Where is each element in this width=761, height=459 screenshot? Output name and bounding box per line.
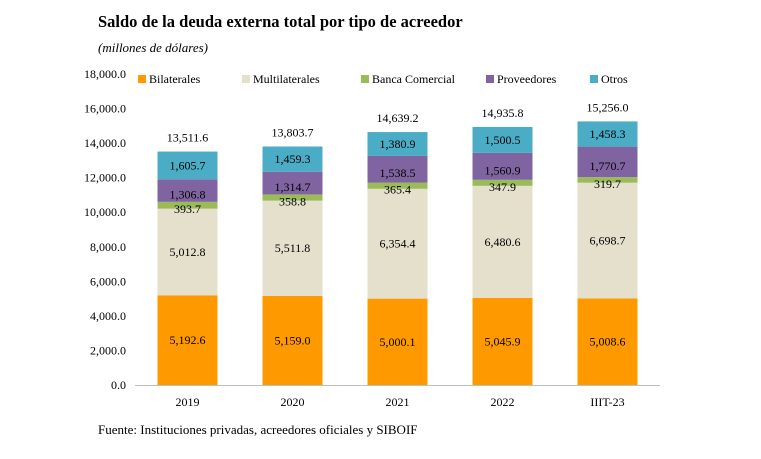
chart-subtitle: (millones de dólares): [98, 40, 208, 55]
data-label: 5,012.8: [170, 245, 206, 259]
y-tick-label: 2,000.0: [90, 343, 126, 357]
legend-label: Proveedores: [497, 72, 557, 86]
data-label: 6,354.4: [380, 237, 416, 251]
y-tick-label: 16,000.0: [84, 102, 126, 116]
y-tick-label: 10,000.0: [84, 205, 126, 219]
data-label: 5,159.0: [275, 333, 311, 347]
data-label: 6,698.7: [590, 234, 626, 248]
bar-segment: [367, 155, 428, 183]
y-tick-label: 8,000.0: [90, 240, 126, 254]
data-label: 1,380.9: [380, 137, 416, 151]
bar-segment: [472, 185, 533, 298]
bar-segment: [262, 194, 323, 201]
bar-segment: [367, 132, 428, 156]
x-tick-label: IIIT-23: [590, 395, 624, 409]
bar-segment: [577, 121, 638, 147]
data-label: 1,458.3: [590, 127, 626, 141]
bar-segment: [262, 146, 323, 172]
legend-label: Multilaterales: [253, 72, 320, 86]
data-label: 5,000.1: [380, 335, 416, 349]
bar-segment: [367, 188, 428, 299]
bar-segment: [157, 201, 218, 209]
y-tick-label: 14,000.0: [84, 136, 126, 150]
bar-segment: [577, 146, 638, 178]
bar-segment: [472, 179, 533, 186]
data-label: 1,314.7: [275, 180, 311, 194]
source-note: Fuente: Instituciones privadas, acreedor…: [98, 422, 418, 437]
data-label: 365.4: [384, 183, 411, 197]
legend-label: Otros: [601, 72, 628, 86]
bar-segment: [472, 152, 533, 180]
x-tick-label: 2020: [281, 395, 305, 409]
total-label: 14,639.2: [377, 111, 419, 125]
x-tick-label: 2022: [491, 395, 515, 409]
data-label: 5,511.8: [275, 241, 311, 255]
data-label: 1,605.7: [170, 158, 206, 172]
y-tick-label: 4,000.0: [90, 309, 126, 323]
data-label: 347.9: [489, 180, 516, 194]
legend-swatch: [138, 75, 146, 83]
data-label: 5,045.9: [485, 334, 521, 348]
bar-segment: [157, 179, 218, 202]
data-label: 1,560.9: [485, 163, 521, 177]
bar-segment: [262, 200, 323, 296]
data-label: 5,008.6: [590, 335, 626, 349]
bar-segment: [157, 208, 218, 296]
bar-segment: [472, 126, 533, 153]
data-label: 6,480.6: [485, 235, 521, 249]
bar-segment: [472, 297, 533, 385]
data-label: 358.8: [279, 194, 306, 208]
y-tick-label: 12,000.0: [84, 171, 126, 185]
data-label: 1,500.5: [485, 133, 521, 147]
x-tick-label: 2019: [176, 395, 200, 409]
bar-segment: [262, 171, 323, 195]
data-label: 1,538.5: [380, 166, 416, 180]
bar-segment: [577, 182, 638, 299]
x-tick-label: 2021: [386, 395, 410, 409]
chart-title: Saldo de la deuda externa total por tipo…: [98, 12, 463, 31]
total-label: 14,935.8: [482, 106, 524, 120]
data-label: 1,459.3: [275, 152, 311, 166]
legend-swatch: [590, 75, 598, 83]
bar-segment: [262, 295, 323, 385]
legend-swatch: [486, 75, 494, 83]
y-tick-label: 18,000.0: [84, 67, 126, 81]
legend-label: Banca Comercial: [372, 72, 456, 86]
data-label: 1,306.8: [170, 188, 206, 202]
data-label: 393.7: [174, 202, 201, 216]
total-label: 13,803.7: [272, 126, 314, 140]
bar-segment: [367, 298, 428, 385]
data-label: 5,192.6: [170, 333, 206, 347]
bar-segment: [367, 182, 428, 189]
total-label: 15,256.0: [587, 100, 629, 114]
bar-segment: [157, 151, 218, 180]
legend-swatch: [361, 75, 369, 83]
data-label: 319.7: [594, 177, 621, 191]
bar-segment: [577, 177, 638, 183]
bar-segment: [577, 298, 638, 385]
legend-label: Bilaterales: [149, 72, 201, 86]
data-label: 1,770.7: [590, 159, 626, 173]
legend-swatch: [242, 75, 250, 83]
y-tick-label: 6,000.0: [90, 274, 126, 288]
bar-segment: [157, 295, 218, 385]
y-tick-label: 0.0: [111, 378, 126, 392]
total-label: 13,511.6: [167, 131, 209, 145]
